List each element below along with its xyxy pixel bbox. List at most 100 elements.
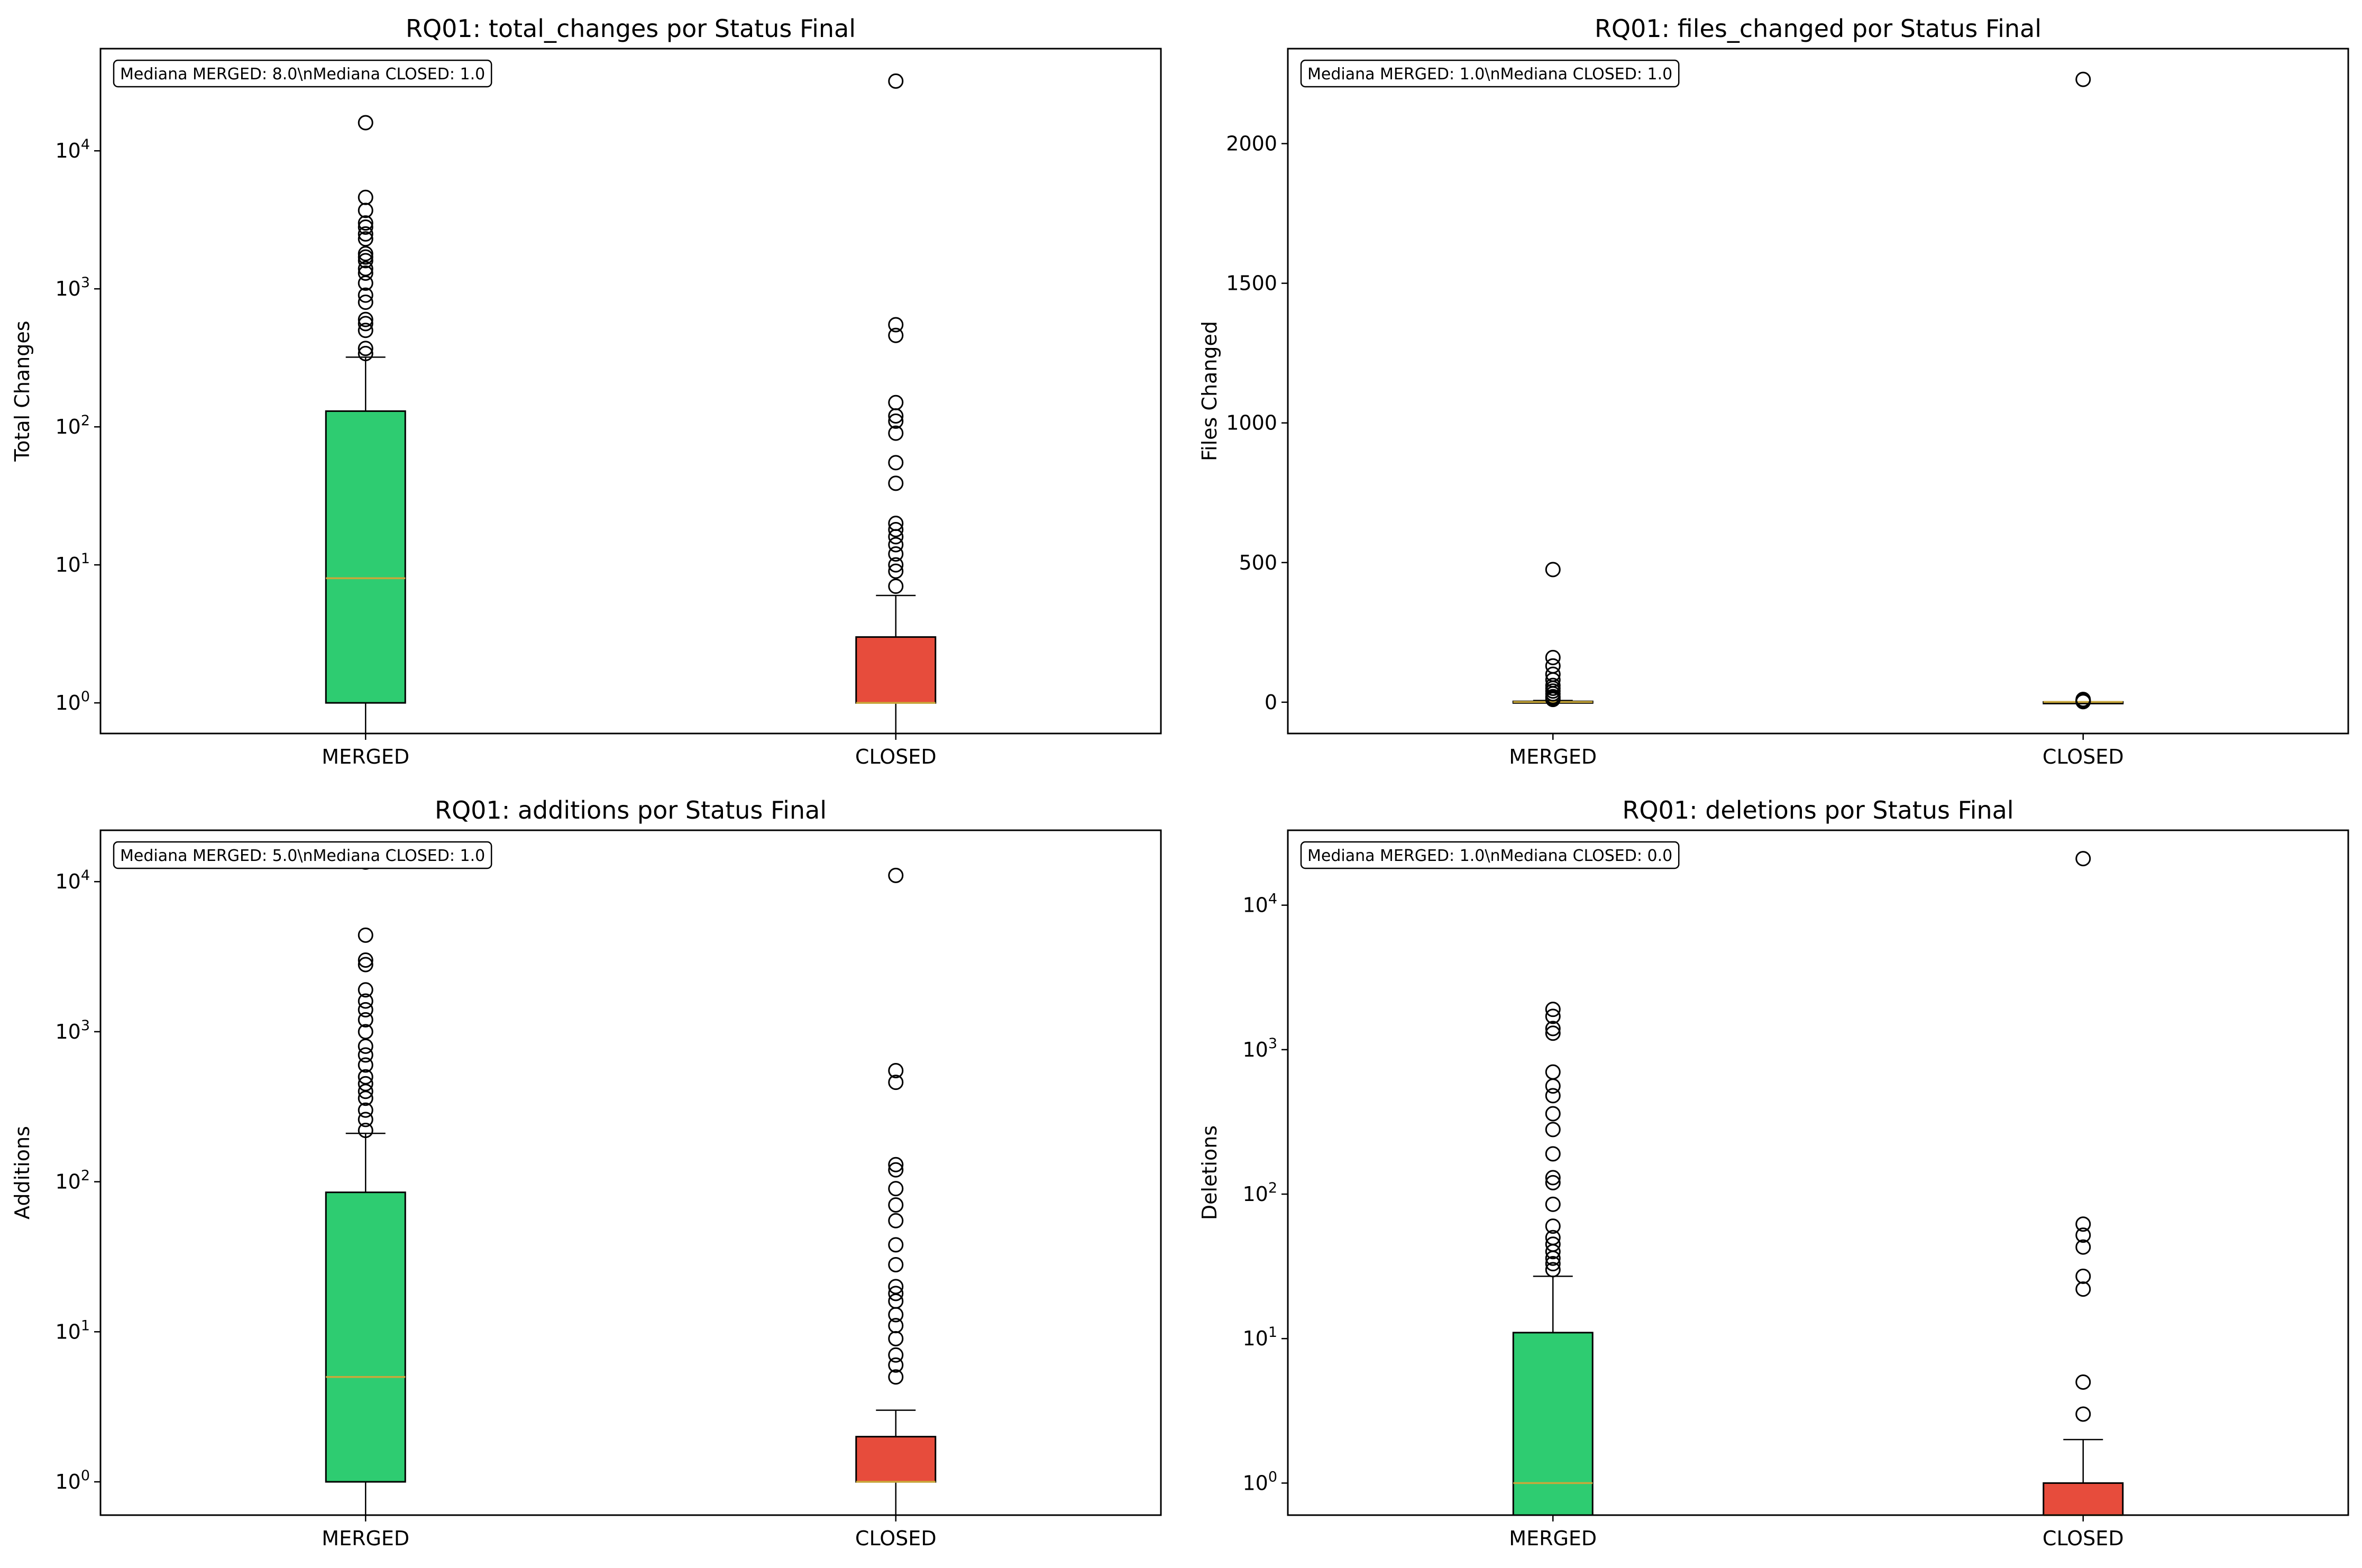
outlier-point (358, 1047, 373, 1063)
outlier-point (2075, 1406, 2091, 1422)
annotation-box (1300, 841, 1680, 869)
outlier-point (358, 1076, 373, 1092)
outlier-point (358, 219, 373, 235)
outlier-point (358, 1112, 373, 1127)
outlier-point (358, 1024, 373, 1040)
x-tick-label: MERGED (322, 1527, 409, 1550)
chart-title: RQ01: deletions por Status Final (1622, 796, 2013, 824)
outlier-point (888, 1237, 904, 1253)
y-tick-label: 100 (55, 1468, 90, 1493)
outlier-point (888, 1293, 904, 1309)
outlier-point (358, 189, 373, 205)
box-merged (1512, 562, 1594, 708)
outlier-point (358, 1038, 373, 1054)
outlier-point (358, 253, 373, 269)
box-closed (855, 73, 937, 733)
y-tick-label: 102 (55, 412, 90, 438)
outlier-point (1545, 1236, 1561, 1252)
box-merged (1512, 1002, 1594, 1516)
outlier-point (888, 1331, 904, 1346)
y-tick-label: 101 (1242, 1324, 1277, 1350)
outlier-point (358, 316, 373, 332)
outlier-point (888, 1063, 904, 1079)
y-axis-label: Total Changes (11, 320, 34, 462)
plot-frame (1287, 829, 2349, 1516)
box-body (1512, 1332, 1594, 1516)
y-tick-label: 101 (55, 1317, 90, 1343)
plot-frame (99, 829, 1162, 1516)
median-annotation: Mediana MERGED: 5.0\nMediana CLOSED: 1.0 (120, 847, 485, 865)
outlier-point (2075, 692, 2091, 708)
median-annotation: Mediana MERGED: 8.0\nMediana CLOSED: 1.0 (120, 65, 485, 84)
outlier-point (888, 1257, 904, 1272)
x-tick-label: CLOSED (2043, 745, 2124, 768)
outlier-point (358, 215, 373, 231)
outlier-point (358, 1069, 373, 1085)
outlier-point (888, 1075, 904, 1090)
outlier-point (1545, 677, 1561, 693)
outlier-point (358, 311, 373, 327)
outlier-point (888, 317, 904, 333)
outlier-point (358, 246, 373, 262)
outlier-point (888, 537, 904, 553)
outlier-point (1545, 1170, 1561, 1186)
outlier-point (358, 952, 373, 968)
outlier-point (1545, 1175, 1561, 1190)
y-tick-label: 104 (55, 136, 90, 162)
box-body (855, 1436, 937, 1483)
y-tick-label: 103 (55, 1017, 90, 1043)
outlier-point (358, 1002, 373, 1017)
outlier-point (2075, 1281, 2091, 1297)
outlier-point (888, 867, 904, 883)
outlier-point (1545, 1122, 1561, 1138)
y-axis-label: Additions (11, 1126, 34, 1219)
outlier-point (1545, 1196, 1561, 1212)
outlier-point (1545, 562, 1561, 577)
outlier-point (888, 455, 904, 471)
outlier-point (888, 546, 904, 562)
panel-4: RQ01: deletions por Status Final Deletion… (1198, 796, 2349, 1550)
outlier-point (358, 345, 373, 361)
outlier-point (2075, 71, 2091, 87)
outlier-point (358, 231, 373, 247)
outlier-point (1545, 1008, 1561, 1024)
outlier-point (888, 475, 904, 491)
outlier-point (888, 73, 904, 89)
median-annotation: Mediana MERGED: 1.0\nMediana CLOSED: 1.0 (1307, 65, 1672, 84)
outlier-point (888, 1369, 904, 1385)
outlier-point (358, 115, 373, 131)
outlier-point (358, 1122, 373, 1138)
outlier-point (1545, 1146, 1561, 1162)
outlier-point (1545, 658, 1561, 674)
outlier-point (1545, 649, 1561, 665)
y-tick-label: 100 (1242, 1469, 1277, 1494)
outlier-point (358, 1102, 373, 1118)
outlier-point (1545, 1088, 1561, 1104)
outlier-point (358, 226, 373, 242)
outlier-point (358, 1012, 373, 1028)
outlier-point (888, 1157, 904, 1172)
outlier-point (358, 261, 373, 277)
y-tick-label: 100 (55, 689, 90, 714)
outlier-point (888, 563, 904, 579)
y-tick-label: 1500 (1226, 272, 1277, 295)
outlier-point (1545, 1256, 1561, 1272)
chart-title: RQ01: files_changed por Status Final (1595, 14, 2041, 43)
outlier-point (1545, 1025, 1561, 1041)
x-tick-label: MERGED (1509, 745, 1597, 768)
box-body (2043, 1482, 2124, 1516)
outlier-point (888, 395, 904, 410)
outlier-point (2075, 1268, 2091, 1284)
outlier-point (1545, 1064, 1561, 1080)
outlier-point (888, 579, 904, 594)
box-closed (2043, 71, 2124, 710)
y-tick-label: 500 (1239, 551, 1277, 574)
outlier-point (358, 957, 373, 973)
y-tick-label: 104 (55, 867, 90, 893)
chart-title: RQ01: additions por Status Final (435, 796, 827, 824)
outlier-point (1545, 1230, 1561, 1245)
outlier-point (358, 993, 373, 1009)
outlier-point (358, 287, 373, 303)
y-axis-label: Deletions (1198, 1125, 1221, 1220)
outlier-point (2075, 1374, 2091, 1390)
